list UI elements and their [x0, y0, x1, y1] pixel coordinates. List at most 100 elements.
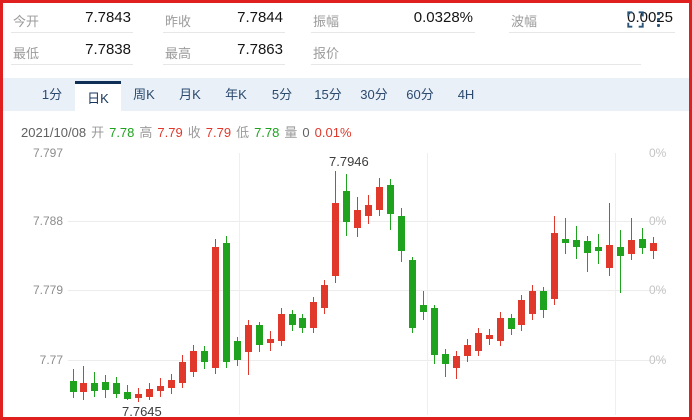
candle: [343, 174, 351, 236]
candle-info-line: 2021/10/08 开 7.78 高 7.79 收 7.79 低 7.78 量 0 0.01%: [21, 122, 357, 141]
kebab-menu-icon[interactable]: [656, 11, 661, 28]
candle: [452, 350, 460, 380]
candle-body: [135, 394, 143, 399]
candle: [474, 327, 482, 357]
fullscreen-icon[interactable]: [627, 11, 644, 28]
candle: [419, 291, 427, 321]
candle-wick: [203, 346, 205, 370]
candlestick-chart[interactable]: 7.7946 7.7645 7.797 7.788 7.779 7.77 0% 0% 0% 0…: [3, 3, 689, 419]
info-high-value: 7.79: [157, 125, 183, 140]
candle-body: [233, 340, 241, 360]
stat-range: 波幅 0.0025: [509, 8, 675, 33]
candle-body: [507, 317, 515, 330]
tab-1min[interactable]: 1分: [41, 87, 63, 102]
candle-body: [430, 307, 438, 356]
candle-wick: [94, 372, 96, 397]
candle-wick: [488, 329, 490, 345]
horizontal-gridline: [68, 360, 665, 361]
tab-5min[interactable]: 5分: [271, 87, 293, 102]
tab-60min[interactable]: 60分: [406, 87, 434, 102]
info-close-label: 收: [187, 125, 201, 140]
candle-wick: [532, 284, 534, 321]
candle-wick: [565, 218, 567, 255]
candle-wick: [258, 321, 260, 353]
candle-body: [474, 333, 482, 351]
info-date: 2021/10/08: [21, 125, 87, 140]
tab-weekly-k[interactable]: 周K: [133, 87, 155, 102]
candle-wick: [466, 338, 468, 362]
candle-wick: [72, 369, 74, 399]
candle-wick: [247, 320, 249, 376]
candle: [387, 179, 395, 230]
stat-label: 振幅: [313, 14, 340, 29]
candle: [518, 294, 526, 331]
right-axis-label: 0%: [649, 283, 667, 297]
candle-wick: [652, 237, 654, 259]
high-annotation: 7.7946: [329, 154, 369, 169]
candle-wick: [368, 195, 370, 224]
candle-body: [638, 238, 646, 249]
candle-body: [80, 382, 88, 393]
candle-wick: [510, 314, 512, 336]
candle-body: [529, 290, 537, 314]
candle: [540, 287, 548, 318]
info-volume-value: 0: [302, 125, 310, 140]
candle: [627, 218, 635, 261]
tab-yearly-k[interactable]: 年K: [225, 87, 247, 102]
candle-wick: [214, 238, 216, 374]
info-low-value: 7.78: [254, 125, 280, 140]
candle-wick: [302, 314, 304, 334]
candle: [463, 338, 471, 362]
candle-wick: [390, 179, 392, 230]
info-open-label: 开: [91, 125, 105, 140]
candle: [430, 304, 438, 364]
candle-body: [146, 389, 154, 397]
candle-body: [518, 300, 526, 326]
candle: [222, 235, 230, 368]
candle: [102, 375, 110, 399]
low-annotation: 7.7645: [122, 404, 162, 419]
candle-body: [200, 350, 208, 362]
candle-wick: [455, 350, 457, 380]
candle: [255, 321, 263, 353]
candle-body: [189, 350, 197, 373]
candle: [157, 378, 165, 397]
candle-body: [343, 191, 351, 222]
candle: [332, 171, 340, 284]
tab-30min[interactable]: 30分: [360, 87, 388, 102]
vertical-gridline: [239, 153, 240, 415]
candle-wick: [554, 215, 556, 305]
candle: [496, 312, 504, 347]
candle-wick: [630, 218, 632, 261]
tabbar-actions: [627, 11, 661, 28]
candle: [277, 307, 285, 347]
tab-daily-k[interactable]: 日K: [75, 81, 121, 121]
candle-wick: [598, 233, 600, 265]
candle: [573, 225, 581, 259]
candle-wick: [105, 375, 107, 399]
candle-wick: [587, 235, 589, 272]
tab-15min[interactable]: 15分: [314, 87, 342, 102]
candle: [69, 369, 77, 399]
stat-label: 报价: [313, 46, 340, 61]
candle: [584, 235, 592, 272]
candle-body: [441, 353, 449, 364]
candle-wick: [620, 229, 621, 293]
candle-wick: [192, 344, 194, 377]
candle-body: [573, 240, 581, 247]
candle-wick: [521, 294, 523, 331]
candle-wick: [171, 373, 173, 394]
tab-monthly-k[interactable]: 月K: [179, 87, 201, 102]
stat-value: 0.0328%: [413, 9, 473, 26]
candle-body: [354, 209, 362, 229]
info-open-value: 7.78: [109, 125, 135, 140]
candle-body: [408, 260, 416, 328]
stat-label: 昨收: [165, 14, 192, 29]
candle-body: [255, 325, 263, 345]
right-axis-label: 0%: [649, 214, 667, 228]
candle-body: [332, 202, 340, 276]
candle-body: [463, 344, 471, 357]
horizontal-gridline: [68, 290, 665, 291]
candle: [562, 218, 570, 255]
tab-4h[interactable]: 4H: [457, 87, 475, 102]
